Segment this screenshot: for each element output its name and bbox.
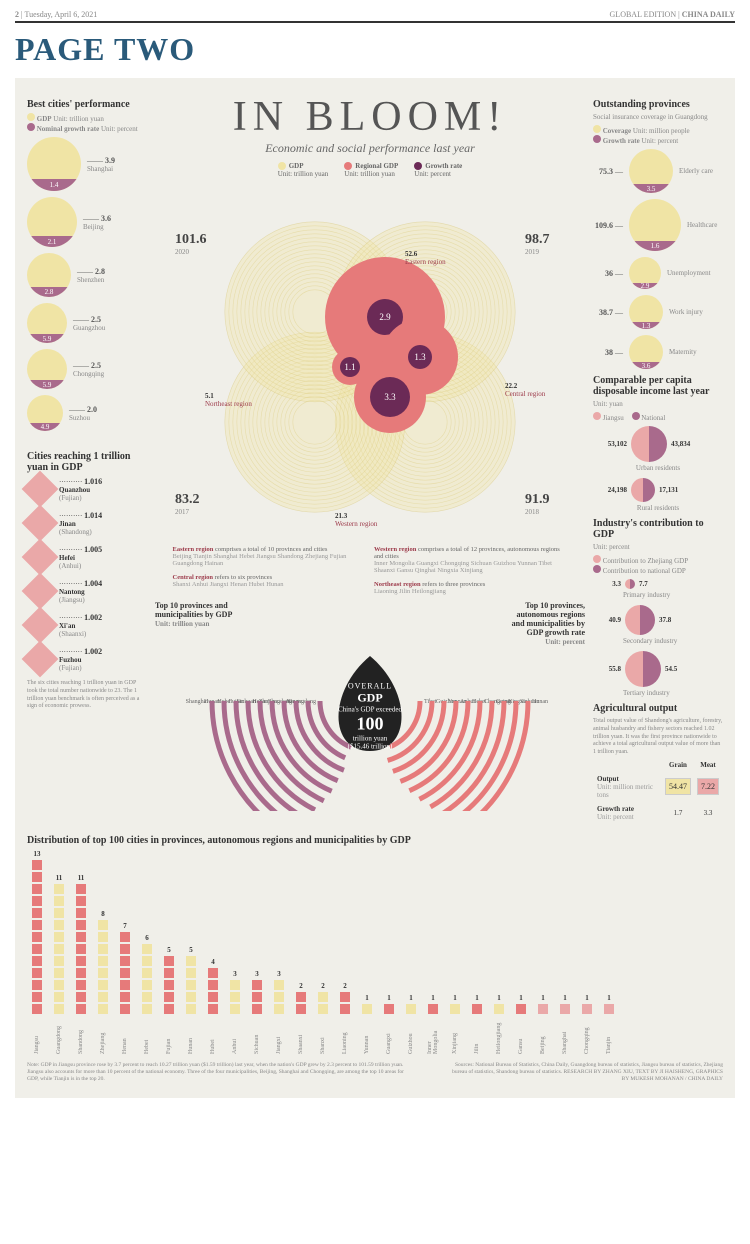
footer-notes: Note: GDP in Jiangsu province rose by 3.… <box>27 1062 723 1083</box>
dist-column: Jilin1 <box>467 994 487 1054</box>
dist-column: Guangxi1 <box>379 994 399 1054</box>
income-title: Comparable per capita disposable income … <box>593 375 723 397</box>
industry-title: Industry's contribution to GDP <box>593 518 723 540</box>
svg-text:1.1: 1.1 <box>344 362 355 372</box>
svg-text:Hunan: Hunan <box>532 699 548 705</box>
province-bubble-row: 109.6 — 1.6 Healthcare <box>593 199 723 251</box>
agri-table: GrainMeat OutputUnit: million metric ton… <box>593 757 723 825</box>
region-descriptions: Eastern region comprises a total of 10 p… <box>155 546 585 595</box>
dist-column: Shanxi2 <box>313 982 333 1054</box>
distribution-section: Distribution of top 100 cities in provin… <box>27 835 723 1054</box>
dist-column: Zhejiang8 <box>93 910 113 1054</box>
dist-column: Guizhou1 <box>401 994 421 1054</box>
trillion-title: Cities reaching 1 trillion yuan in GDP <box>27 451 147 473</box>
city-bubble-row: 5.9 —— 2.5Guangzhou <box>27 303 147 343</box>
page-title: PAGE TWO <box>15 31 735 68</box>
agri-title: Agricultural output <box>593 703 723 714</box>
provinces-title: Outstanding provinces <box>593 99 723 110</box>
dist-column: Fujian5 <box>159 946 179 1054</box>
trillion-note: The six cities reaching 1 trillion yuan … <box>27 680 147 711</box>
city-bubble-row: 4.9 —— 2.0Suzhou <box>27 395 147 431</box>
dist-column: Hebei6 <box>137 934 157 1054</box>
dist-column: Shanghai1 <box>555 994 575 1054</box>
city-bubble-row: 1.4 —— 3.9Shanghai <box>27 137 147 191</box>
center-column: IN BLOOM! Economic and social performanc… <box>155 93 585 825</box>
dist-column: Jiangsu13 <box>27 850 47 1054</box>
dist-column: Henan7 <box>115 922 135 1054</box>
flower-chart: 2.91.33.31.1 101.6202098.7201983.2201791… <box>155 182 585 542</box>
infographic-body: Best cities' performance GDP Unit: trill… <box>15 78 735 1098</box>
diamond-row: ·········· 1.002Fuzhou(Fujian) <box>27 646 147 672</box>
dist-column: Tianjin1 <box>599 994 619 1054</box>
dist-column: Sichuan3 <box>247 970 267 1054</box>
dist-column: Heilongjiang1 <box>489 994 509 1054</box>
industry-row: 55.8 54.5 <box>593 651 723 687</box>
svg-text:2.9: 2.9 <box>379 312 391 322</box>
topbar-left: 2 | Tuesday, April 6, 2021 <box>15 10 97 19</box>
city-bubble-row: 2.1 —— 3.6Beijing <box>27 197 147 247</box>
diamond-row: ·········· 1.014Jinan(Shandong) <box>27 510 147 536</box>
topbar-right: GLOBAL EDITION | CHINA DAILY <box>610 10 735 19</box>
city-bubble-row: 2.8 —— 2.8Shenzhen <box>27 253 147 297</box>
income-row: 24,198 17,131 <box>593 478 723 502</box>
svg-text:3.3: 3.3 <box>384 392 396 402</box>
svg-text:Shanghai: Shanghai <box>186 699 209 705</box>
main-title: IN BLOOM! <box>155 93 585 141</box>
diamond-row: ·········· 1.004Nantong(Jiangsu) <box>27 578 147 604</box>
top-bar: 2 | Tuesday, April 6, 2021 GLOBAL EDITIO… <box>15 10 735 23</box>
province-bubble-row: 38 — 3.6 Maternity <box>593 335 723 369</box>
dist-column: Hubei4 <box>203 958 223 1054</box>
income-row: 53,102 43,834 <box>593 426 723 462</box>
diamond-row: ·········· 1.016Quanzhou(Fujian) <box>27 476 147 502</box>
city-bubble-row: 5.9 —— 2.5Chongqing <box>27 349 147 389</box>
overall-gdp-badge: OVERALL GDP China's GDP exceeded 100 tri… <box>330 681 410 750</box>
dist-column: Xinjiang1 <box>445 994 465 1054</box>
dist-column: Anhui3 <box>225 970 245 1054</box>
dist-column: Chongqing1 <box>577 994 597 1054</box>
arcs-chart: Top 10 provinces and municipalities by G… <box>155 601 585 816</box>
flower-legend: GDPUnit: trillion yuan Regional GDPUnit:… <box>155 162 585 178</box>
best-cities-legend: GDP Unit: trillion yuan Nominal growth r… <box>27 113 147 133</box>
newspaper-page: 2 | Tuesday, April 6, 2021 GLOBAL EDITIO… <box>0 0 750 1108</box>
dist-column: Inner Mongolia1 <box>423 994 443 1054</box>
diamond-row: ·········· 1.005Hefei(Anhui) <box>27 544 147 570</box>
dist-column: Liaoning2 <box>335 982 355 1054</box>
right-column: Outstanding provinces Social insurance c… <box>593 93 723 825</box>
province-bubble-row: 75.3 — 3.5 Elderly care <box>593 149 723 193</box>
provinces-legend: Coverage Unit: million people Growth rat… <box>593 125 723 145</box>
province-bubble-row: 36 — 2.9 Unemployment <box>593 257 723 289</box>
dist-column: Beijing1 <box>533 994 553 1054</box>
dist-column: Yunnan1 <box>357 994 377 1054</box>
diamond-row: ·········· 1.002Xi'an(Shaanxi) <box>27 612 147 638</box>
best-cities-title: Best cities' performance <box>27 99 147 110</box>
dist-column: Guangdong11 <box>49 874 69 1054</box>
industry-row: 40.9 37.8 <box>593 605 723 635</box>
industry-row: 3.3 7.7 <box>593 579 723 589</box>
dist-column: Gansu1 <box>511 994 531 1054</box>
province-bubble-row: 38.7 — 1.3 Work injury <box>593 295 723 329</box>
dist-column: Hunan5 <box>181 946 201 1054</box>
dist-column: Shandong11 <box>71 874 91 1054</box>
dist-column: Shaanxi2 <box>291 982 311 1054</box>
svg-text:1.3: 1.3 <box>414 352 426 362</box>
main-subtitle: Economic and social performance last yea… <box>155 141 585 156</box>
dist-column: Jiangxi3 <box>269 970 289 1054</box>
left-column: Best cities' performance GDP Unit: trill… <box>27 93 147 825</box>
